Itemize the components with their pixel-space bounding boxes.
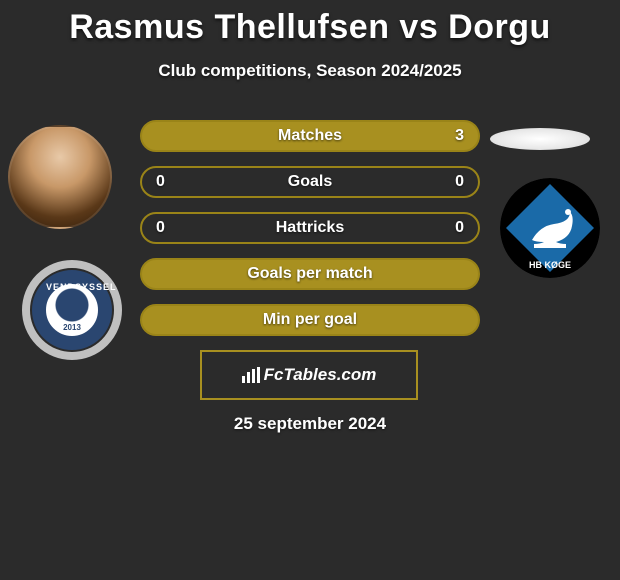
stat-label: Hattricks [276, 219, 344, 237]
badge-right-text: HB KØGE [529, 260, 571, 270]
club-badge-right: HB KØGE [500, 178, 600, 278]
stat-label: Min per goal [263, 311, 357, 329]
stat-row-hattricks: 0 Hattricks 0 [140, 212, 480, 244]
bar-chart-icon [242, 367, 260, 383]
stat-row-goals: 0 Goals 0 [140, 166, 480, 198]
soccer-ball-icon [55, 288, 89, 322]
stat-right-value: 0 [455, 219, 464, 237]
stat-left-value: 0 [156, 173, 165, 191]
stat-label: Goals [288, 173, 332, 191]
page-subtitle: Club competitions, Season 2024/2025 [0, 61, 620, 81]
page-title: Rasmus Thellufsen vs Dorgu [0, 0, 620, 47]
stat-label: Goals per match [247, 265, 372, 283]
stat-left-value: 0 [156, 219, 165, 237]
stat-right-value: 0 [455, 173, 464, 191]
brand-text: FcTables.com [264, 365, 377, 385]
date-text: 25 september 2024 [0, 414, 620, 434]
player-left-avatar [8, 125, 112, 229]
stat-label: Matches [278, 127, 342, 145]
stat-right-value: 3 [455, 127, 464, 145]
badge-inner-ring: VENDSYSSEL FF 2013 [32, 270, 112, 350]
badge-left-year: 2013 [63, 323, 81, 332]
player-right-avatar [490, 128, 590, 150]
stat-row-min-per-goal: Min per goal [140, 304, 480, 336]
stat-bars: Matches 3 0 Goals 0 0 Hattricks 0 Goals … [140, 120, 480, 350]
stat-row-matches: Matches 3 [140, 120, 480, 152]
stat-row-goals-per-match: Goals per match [140, 258, 480, 290]
brand-box: FcTables.com [200, 350, 418, 400]
badge-right-svg: HB KØGE [500, 178, 600, 278]
club-badge-left: VENDSYSSEL FF 2013 [22, 260, 122, 360]
